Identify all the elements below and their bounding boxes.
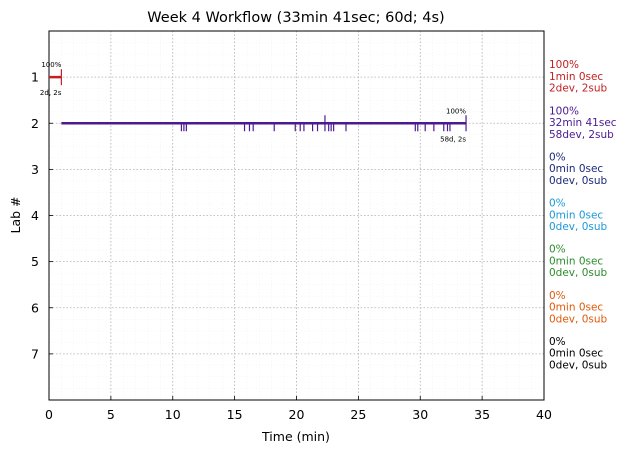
lab-7-summary-line: 0% bbox=[549, 336, 566, 348]
lab-2-summary-line: 100% bbox=[549, 105, 579, 117]
lab-2-summary-line: 58dev, 2sub bbox=[549, 129, 614, 141]
lab-4-summary-line: 0min 0sec bbox=[549, 209, 603, 221]
lab-1-summary-line: 100% bbox=[549, 59, 579, 71]
lab-5-summary-line: 0dev, 0sub bbox=[549, 267, 608, 279]
lab-2-timeline: 100% 58d, 2s bbox=[61, 107, 467, 143]
grid-lines bbox=[48, 30, 545, 401]
lab-7-summary-line: 0min 0sec bbox=[549, 348, 603, 360]
y-tick-label: 1 bbox=[31, 70, 39, 85]
x-axis-label: Time (min) bbox=[261, 429, 330, 444]
y-axis-label: Lab # bbox=[8, 196, 23, 233]
lab-5-summary-line: 0min 0sec bbox=[549, 255, 603, 267]
lab-2-completion-label: 100% bbox=[446, 107, 466, 115]
x-tick-label: 0 bbox=[45, 407, 53, 422]
lab-1-completion-label: 100% bbox=[41, 61, 61, 69]
lab-3-summary-line: 0dev, 0sub bbox=[549, 175, 608, 187]
lab-1-summary-line: 2dev, 2sub bbox=[549, 83, 608, 95]
lab-1-count-label: 2d, 2s bbox=[40, 89, 62, 97]
x-tick-label: 40 bbox=[536, 407, 552, 422]
lab-4-summary-line: 0% bbox=[549, 198, 566, 210]
lab-3-summary-line: 0min 0sec bbox=[549, 163, 603, 175]
lab-2-count-label: 58d, 2s bbox=[440, 135, 466, 143]
lab-6-summary-line: 0dev, 0sub bbox=[549, 313, 608, 325]
y-tick-label: 5 bbox=[31, 254, 39, 269]
x-tick-label: 20 bbox=[289, 407, 305, 422]
y-tick-label: 6 bbox=[31, 300, 39, 315]
lab-timelines: 100% 2d, 2s 100% 58d, 2s bbox=[40, 61, 467, 143]
lab-4-summary-line: 0dev, 0sub bbox=[549, 221, 608, 233]
lab-3-summary-line: 0% bbox=[549, 151, 566, 163]
y-axis: 1 2 3 4 5 6 7 bbox=[31, 70, 53, 361]
chart-title: Week 4 Workflow (33min 41sec; 60d; 4s) bbox=[147, 10, 444, 26]
x-tick-label: 15 bbox=[227, 407, 243, 422]
lab-6-summary-line: 0% bbox=[549, 290, 566, 302]
lab-1-summary-line: 1min 0sec bbox=[549, 71, 603, 83]
y-tick-label: 4 bbox=[31, 208, 39, 223]
x-tick-label: 30 bbox=[412, 407, 428, 422]
y-tick-label: 2 bbox=[31, 116, 39, 131]
lab-7-summary-line: 0dev, 0sub bbox=[549, 359, 608, 371]
x-tick-label: 5 bbox=[107, 407, 115, 422]
y-tick-label: 3 bbox=[31, 162, 39, 177]
y-tick-label: 7 bbox=[31, 346, 39, 361]
x-tick-label: 35 bbox=[474, 407, 490, 422]
x-axis: 0 5 10 15 20 25 30 35 40 bbox=[45, 396, 552, 422]
lab-2-summary-line: 32min 41sec bbox=[549, 117, 617, 129]
x-tick-label: 25 bbox=[350, 407, 366, 422]
lab-5-summary-line: 0% bbox=[549, 244, 566, 256]
lab-6-summary-line: 0min 0sec bbox=[549, 302, 603, 314]
x-tick-label: 10 bbox=[165, 407, 181, 422]
lab-1-timeline: 100% 2d, 2s bbox=[40, 61, 62, 97]
